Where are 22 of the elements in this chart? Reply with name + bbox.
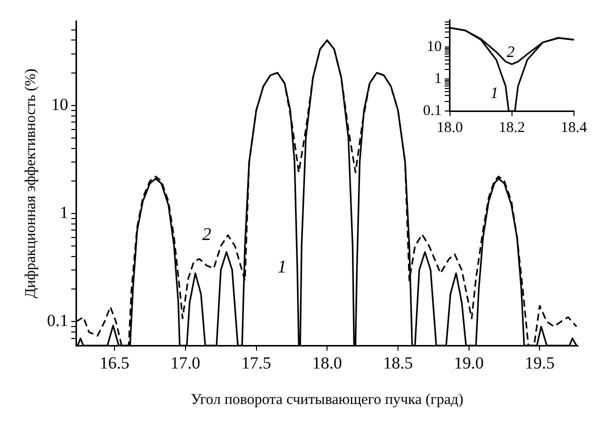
y-tick-label: 10 bbox=[51, 94, 68, 114]
annotation: 1 bbox=[277, 256, 286, 276]
x-tick-label: 16.5 bbox=[100, 353, 130, 372]
x-tick-label: 19.5 bbox=[524, 353, 555, 372]
y-tick-label: 10 bbox=[426, 38, 442, 55]
annotation: 2 bbox=[202, 224, 212, 244]
x-tick-label: 18.0 bbox=[312, 353, 342, 372]
y-tick-label: 1 bbox=[60, 202, 68, 222]
x-tick-label: 18.0 bbox=[436, 120, 463, 136]
y-tick-label: 0.1 bbox=[47, 311, 68, 330]
x-tick-label: 18.4 bbox=[560, 120, 588, 136]
x-axis-title: Угол поворота считывающего пучка (град) bbox=[190, 392, 464, 408]
annotation: 2 bbox=[506, 44, 515, 61]
annotation: 1 bbox=[490, 84, 498, 102]
x-tick-label: 17.0 bbox=[170, 353, 200, 372]
y-axis-title: Дифракционная эффективность (%) bbox=[22, 68, 39, 298]
x-tick-label: 18.5 bbox=[383, 353, 413, 372]
x-tick-label: 19.0 bbox=[454, 353, 484, 372]
y-tick-label: 0.1 bbox=[423, 102, 442, 119]
x-tick-label: 18.2 bbox=[498, 120, 525, 136]
y-tick-label: 1 bbox=[434, 70, 442, 87]
x-tick-label: 17.5 bbox=[241, 353, 272, 372]
